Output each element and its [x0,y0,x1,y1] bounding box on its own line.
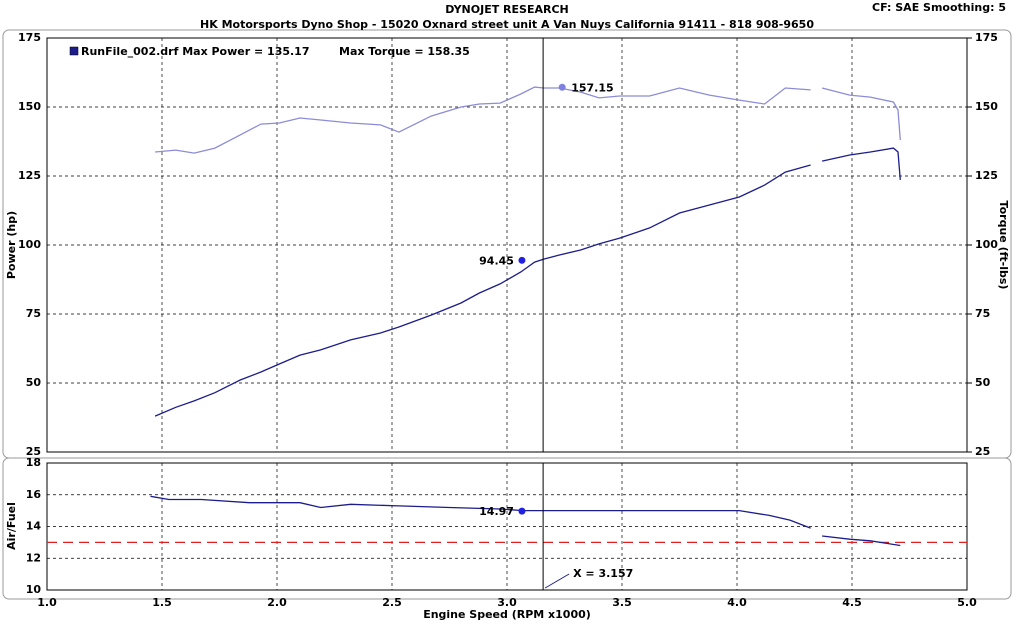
y-tick-label: 75 [26,307,41,320]
chart-subtitle: HK Motorsports Dyno Shop - 15020 Oxnard … [200,18,814,31]
settings-text: CF: SAE Smoothing: 5 [872,1,1006,14]
y2-tick-label: 50 [975,376,991,389]
data-line [154,147,901,417]
y-axis-label: Power (hp) [5,211,18,279]
y-tick-label: 100 [18,238,41,251]
y-tick-label: 12 [26,551,41,564]
marker [518,256,526,264]
y-tick-label: 10 [26,583,42,596]
cursor-label: X = 3.157 [573,567,633,580]
y2-tick-label: 25 [975,445,990,458]
x-tick-label: 4.5 [842,596,862,609]
legend-entry: RunFile_002.drf Max Power = 135.17 [81,45,310,58]
y-tick-label: 16 [26,488,42,501]
x-tick-label: 3.5 [612,596,632,609]
y-tick-label: 14 [26,520,42,533]
y-tick-label: 25 [26,445,41,458]
marker [518,507,526,515]
cursor-pointer [544,573,570,589]
marker-label: 157.15 [571,81,613,94]
x-tick-label: 2.5 [382,596,402,609]
y2-tick-label: 100 [975,238,998,251]
x-tick-label: 2.0 [267,596,287,609]
y2-axis-label: Torque (ft-lbs) [997,201,1010,290]
y-tick-label: 18 [26,456,41,469]
y-tick-label: 175 [18,31,41,44]
marker-label: 94.45 [479,254,514,267]
legend-swatch [69,46,79,56]
data-line [150,495,901,547]
x-tick-label: 5.0 [957,596,977,609]
y-axis-label: Air/Fuel [5,502,18,550]
plot-area [46,462,968,591]
chart-title: DYNOJET RESEARCH [445,3,568,16]
x-tick-label: 3.0 [497,596,517,609]
y-tick-label: 50 [26,376,42,389]
y-tick-label: 150 [18,100,41,113]
x-tick-label: 1.0 [37,596,57,609]
y2-tick-label: 125 [975,169,998,182]
y2-tick-label: 175 [975,31,998,44]
y2-tick-label: 75 [975,307,990,320]
legend-entry: Max Torque = 158.35 [339,45,470,58]
x-tick-label: 1.5 [152,596,172,609]
y-tick-label: 125 [18,169,41,182]
marker-label: 14.97 [479,505,514,518]
x-axis-label: Engine Speed (RPM x1000) [423,608,591,621]
data-line [155,86,901,154]
y2-tick-label: 150 [975,100,998,113]
panel-frame [2,457,1012,600]
marker [558,83,566,91]
x-tick-label: 4.0 [727,596,747,609]
